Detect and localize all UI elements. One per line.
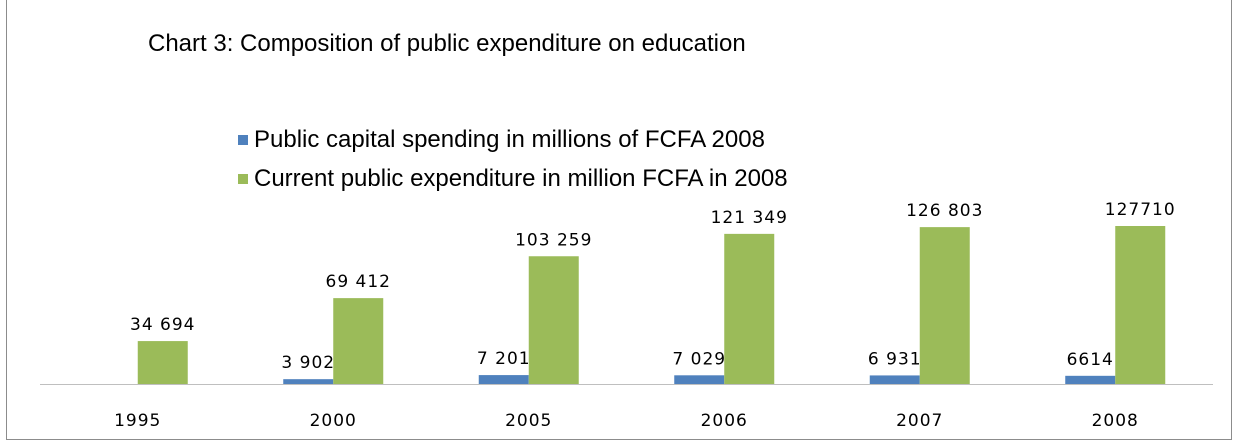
- x-tick-label-2008: 2008: [1092, 411, 1139, 431]
- data-label-current-1995: 34 694: [130, 315, 195, 335]
- legend-item-capital: Public capital spending in millions of F…: [238, 120, 788, 159]
- x-tick-label-2005: 2005: [505, 411, 552, 431]
- x-tick-label-1995: 1995: [114, 411, 161, 431]
- legend-swatch-capital: [238, 134, 248, 145]
- x-tick-label-2006: 2006: [701, 411, 748, 431]
- chart-title: Chart 3: Composition of public expenditu…: [148, 30, 746, 57]
- bar-capital-2000: [283, 379, 334, 384]
- data-label-current-2000: 69 412: [326, 272, 391, 292]
- legend-item-current: Current public expenditure in million FC…: [238, 159, 788, 198]
- chart-frame: [6, 0, 1232, 440]
- bar-current-2006: [724, 233, 775, 384]
- bar-capital-2008: [1065, 375, 1116, 384]
- legend-label-capital: Public capital spending in millions of F…: [254, 125, 765, 153]
- data-label-current-2005: 103 259: [515, 230, 592, 250]
- data-label-capital-2006: 7 029: [672, 349, 726, 369]
- bar-current-2008: [1115, 226, 1166, 384]
- bar-current-1995: [137, 341, 188, 384]
- data-label-current-2007: 126 803: [906, 201, 983, 221]
- bar-capital-2007: [869, 375, 920, 384]
- bar-current-2005: [528, 256, 579, 384]
- bar-current-2000: [333, 298, 384, 384]
- bar-current-2007: [919, 227, 970, 384]
- x-tick-label-2007: 2007: [896, 411, 943, 431]
- data-label-current-2006: 121 349: [711, 208, 788, 228]
- bar-capital-2005: [478, 375, 529, 384]
- legend-swatch-current: [238, 173, 248, 184]
- data-label-capital-2005: 7 201: [477, 349, 531, 369]
- x-tick-label-2000: 2000: [310, 411, 357, 431]
- data-label-capital-2008: 6614: [1067, 350, 1114, 370]
- chart-legend: Public capital spending in millions of F…: [238, 120, 788, 198]
- legend-label-current: Current public expenditure in million FC…: [254, 164, 788, 192]
- data-label-current-2008: 127710: [1105, 200, 1176, 220]
- bar-capital-2006: [674, 375, 725, 384]
- data-label-capital-2007: 6 931: [868, 349, 922, 369]
- data-label-capital-2000: 3 902: [281, 353, 335, 373]
